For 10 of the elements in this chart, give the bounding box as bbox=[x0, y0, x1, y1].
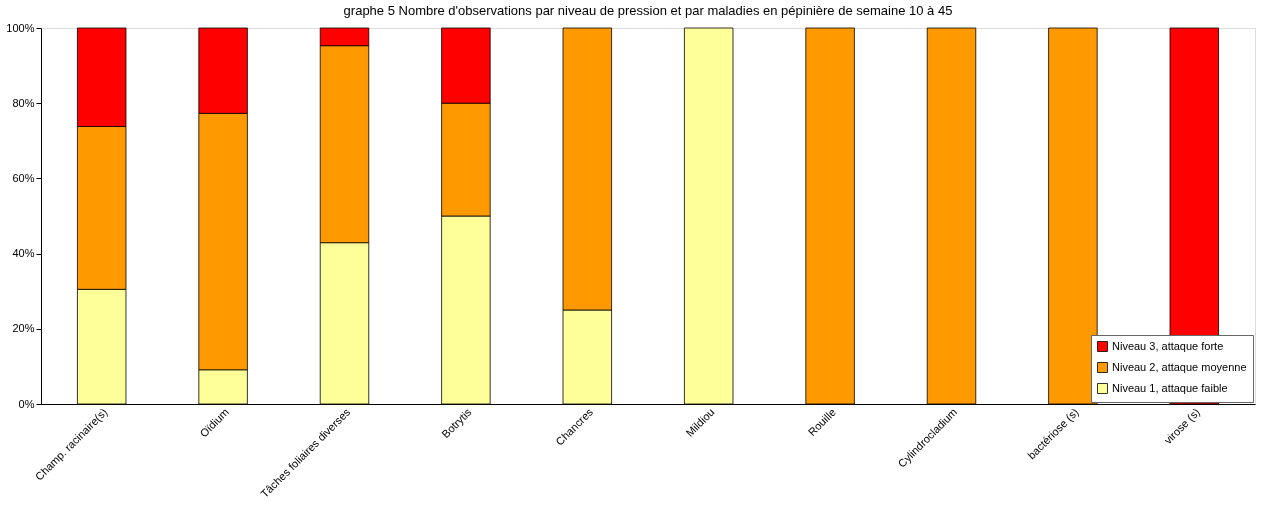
y-tick-label: 80% bbox=[12, 96, 35, 109]
legend-label: Niveau 3, attaque forte bbox=[1112, 339, 1224, 352]
chart-title: graphe 5 Nombre d'observations par niveau de pression et par maladies en pépinière de semaine 10 à 45 bbox=[343, 3, 953, 18]
y-tick-label: 40% bbox=[12, 247, 35, 260]
y-tick-label: 0% bbox=[18, 397, 35, 410]
y-tick-label: 100% bbox=[6, 21, 35, 34]
y-tick-label: 60% bbox=[12, 171, 35, 184]
legend-label: Niveau 2, attaque moyenne bbox=[1112, 360, 1247, 373]
y-tick-label: 20% bbox=[12, 322, 35, 335]
legend-label: Niveau 1, attaque faible bbox=[1112, 381, 1228, 394]
